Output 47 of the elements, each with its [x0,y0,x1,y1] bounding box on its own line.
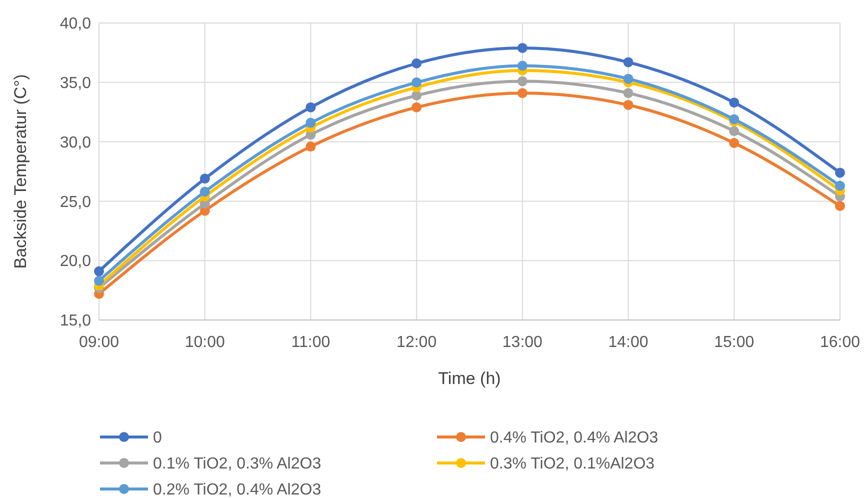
point [835,168,845,178]
point [729,138,740,148]
y-axis-title: Backside Temperatur (C°) [11,74,30,269]
point [729,114,740,124]
y-tick-label: 20,0 [60,253,92,270]
point [412,58,422,68]
point [835,200,845,211]
x-tick-label: 14:00 [608,334,648,351]
point [306,102,316,112]
y-tick-label: 30,0 [60,134,92,152]
legend-label: 0.2% TiO2, 0.4% Al2O3 [153,482,322,498]
x-tick-label: 10:00 [184,334,225,351]
y-tick-label: 40,0 [60,16,92,33]
point [729,98,740,108]
point [517,88,528,98]
x-tick-label: 11:00 [291,334,330,351]
y-tick-label: 35,0 [60,75,92,92]
x-tick-label: 12:00 [396,334,437,351]
point [412,90,422,100]
legend-label: 0 [153,430,162,447]
point [412,102,422,112]
legend-label: 0.3% TiO2, 0.1%Al2O3 [490,456,655,473]
point [623,74,634,84]
point [623,88,634,98]
point [623,57,634,68]
point [623,100,634,110]
x-tick-label: 15:00 [714,334,754,351]
legend-label: 0.4% TiO2, 0.4% Al2O3 [490,430,658,447]
point [94,266,104,276]
point [306,142,316,152]
y-tick-label: 25,0 [60,194,92,211]
point [200,186,210,197]
point [306,118,316,128]
x-axis-title: Time (h) [438,369,501,388]
x-tick-label: 16:00 [820,334,860,351]
point [412,77,422,88]
x-tick-label: 09:00 [78,334,120,351]
x-tick-label: 13:00 [502,334,543,351]
point [94,276,104,286]
point [835,180,845,191]
y-tick-label: 15,0 [60,312,92,330]
point [517,42,528,53]
point [729,126,740,136]
point [517,60,528,71]
point [517,76,528,86]
legend-label: 0.1% TiO2, 0.3% Al2O3 [153,456,322,473]
point [200,174,210,184]
